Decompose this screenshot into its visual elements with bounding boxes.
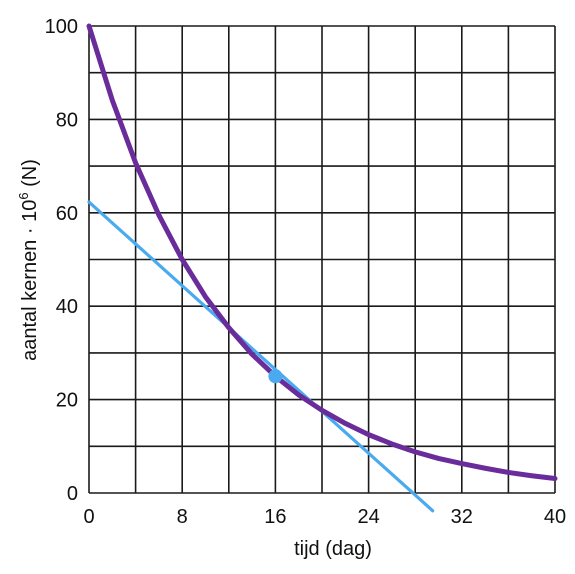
x-tick-label: 16 [264,506,286,528]
y-tick-label: 80 [56,109,78,131]
x-tick-label: 8 [177,506,188,528]
y-tick-label: 40 [56,296,78,318]
x-tick-label: 0 [83,506,94,528]
y-tick-label: 60 [56,203,78,225]
x-tick-label: 24 [357,506,379,528]
tangent-line [87,200,435,513]
x-tick-label: 32 [451,506,473,528]
marker-layer [268,369,283,384]
y-axis-label-superscript: 6 [16,192,31,199]
y-axis-label-suffix: (N) [19,159,41,192]
y-tick-label: 0 [67,483,78,505]
tick-labels: 0 8 16 24 32 40 0 20 40 60 80 100 [45,16,567,528]
tangent-point-marker [268,369,283,384]
y-axis-label: aantal kernen · 106 (N) [16,159,41,361]
grid [88,25,556,494]
y-tick-label: 100 [45,16,78,38]
x-tick-label: 40 [544,506,566,528]
x-axis-label: tijd (dag) [294,538,372,560]
y-axis-label-main: aantal kernen · 10 [19,200,41,361]
series-layer [86,23,558,513]
y-tick-label: 20 [56,390,78,412]
decay-curve [86,23,558,482]
